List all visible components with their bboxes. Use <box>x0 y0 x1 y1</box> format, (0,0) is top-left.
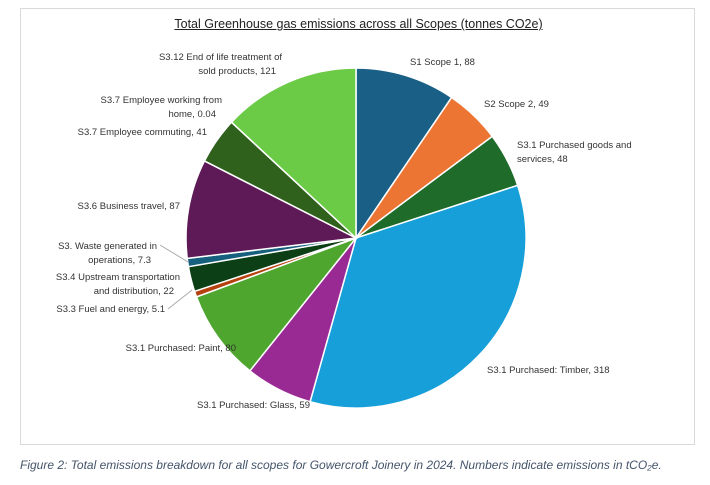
pie-slice <box>309 184 527 409</box>
data-label: S3.7 Employee working from home, 0.04 <box>101 95 223 120</box>
pie-slice <box>195 236 359 372</box>
data-label: S2 Scope 2, 49 <box>484 99 549 110</box>
data-label: S3.1 Purchased: Paint, 80 <box>126 343 236 354</box>
chart-title: Total Greenhouse gas emissions across al… <box>174 17 543 31</box>
pie-slice <box>355 67 453 241</box>
data-label: S3.1 Purchased: Glass, 59 <box>197 400 310 411</box>
pie-slice <box>185 159 359 260</box>
data-label: S3.1 Purchased: Timber, 318 <box>487 365 610 376</box>
chart-frame: Total Greenhouse gas emissions across al… <box>20 8 695 445</box>
figure-caption: Figure 2: Total emissions breakdown for … <box>20 458 662 472</box>
pie-chart: S1 Scope 1, 88 S2 Scope 2, 49 S3.1 Purchas… <box>56 52 632 411</box>
data-label: S1 Scope 1, 88 <box>410 57 475 68</box>
data-label: S3.4 Upstream transportation and distribu… <box>56 272 180 297</box>
data-label: S3. Waste generated in operations, 7.3 <box>58 241 157 266</box>
pie-slice <box>230 67 357 240</box>
leader-line <box>167 289 193 310</box>
data-label: S3.7 Employee commuting, 41 <box>78 127 207 138</box>
leader-line <box>159 244 189 263</box>
data-label: S3.12 End of life treatment of sold produ… <box>159 52 282 77</box>
data-label: S3.3 Fuel and energy, 5.1 <box>56 304 165 315</box>
data-label: S3.6 Business travel, 87 <box>78 201 180 212</box>
data-label: S3.1 Purchased goods and services, 48 <box>517 140 632 165</box>
